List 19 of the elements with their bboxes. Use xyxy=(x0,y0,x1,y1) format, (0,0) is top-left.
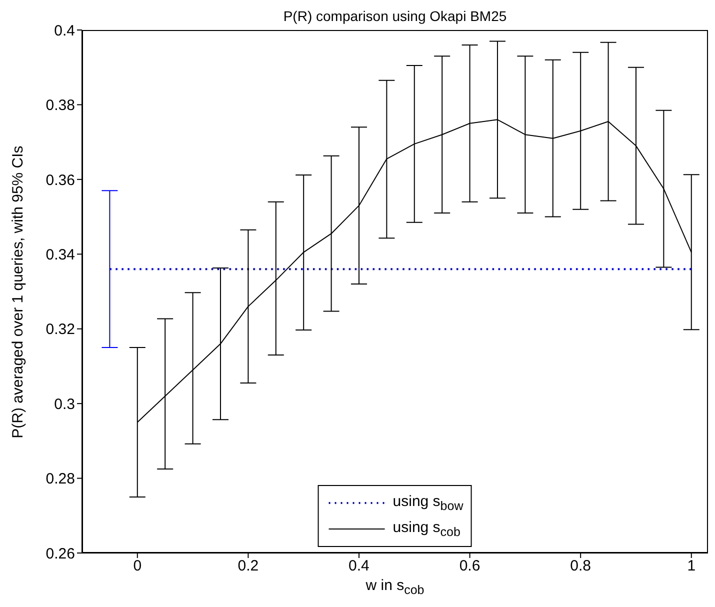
x-tick-label: 0.2 xyxy=(238,558,259,575)
y-tick-label: 0.38 xyxy=(46,97,75,114)
x-tick-label: 0.4 xyxy=(348,558,370,575)
x-tick-label: 0.8 xyxy=(570,558,592,575)
y-tick-label: 0.36 xyxy=(46,172,75,189)
y-tick-label: 0.32 xyxy=(46,321,75,338)
x-axis-title: w in s$_{cob}$ xyxy=(364,577,426,597)
x-tick-label: 0 xyxy=(133,558,142,575)
legend-label: using s$_{cob}$ xyxy=(392,519,460,539)
y-tick-label: 0.34 xyxy=(46,246,75,264)
legend-label: using s$_{bow}$ xyxy=(392,493,464,513)
y-tick-label: 0.26 xyxy=(46,545,75,562)
chart-title: P(R) comparison using Okapi BM25 xyxy=(282,8,508,24)
y-axis-title: P(R) averaged over 1 queries, with 95% CIs xyxy=(10,145,26,438)
y-tick-label: 0.4 xyxy=(54,22,75,40)
y-tick-label: 0.3 xyxy=(54,396,75,413)
x-tick-label: 0.6 xyxy=(459,558,480,575)
y-tick-label: 0.28 xyxy=(46,470,75,488)
x-tick-label: 1 xyxy=(687,558,696,575)
